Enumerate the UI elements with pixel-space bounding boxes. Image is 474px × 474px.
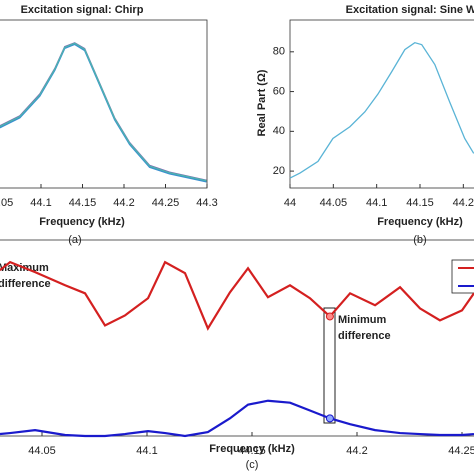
highlight-box	[323, 307, 336, 424]
x-axis-label: Frequency (kHz)	[209, 443, 295, 455]
highlight-marker	[325, 414, 334, 423]
x-tick-label: 44.2	[346, 445, 367, 457]
line	[0, 260, 474, 331]
x-tick-label: 44.25	[152, 197, 180, 209]
x-tick-label: 44.05	[28, 445, 56, 457]
x-tick-label: 44.05	[0, 197, 13, 209]
line	[0, 399, 474, 438]
line	[0, 42, 207, 182]
x-tick-label: 44.15	[69, 197, 97, 209]
title: Excitation signal: Sine Wave	[346, 4, 474, 16]
panel-label: (c)	[246, 459, 259, 471]
y-tick-label: 20	[273, 165, 285, 177]
x-tick-label: 44.1	[366, 197, 387, 209]
x-tick-label: 44.15	[238, 445, 266, 457]
annotation: difference	[338, 330, 391, 342]
x-tick-label: 44.1	[30, 197, 51, 209]
x-tick-label: 44.15	[406, 197, 434, 209]
line	[289, 41, 474, 179]
annotation: difference	[0, 278, 51, 290]
y-tick-label: 80	[273, 46, 285, 58]
x-tick-label: 44.25	[448, 445, 474, 457]
x-tick-label: 44.2	[113, 197, 134, 209]
y-tick-label: 40	[273, 125, 285, 137]
x-tick-label: 44.2	[453, 197, 474, 209]
y-axis-label: Real Part (Ω)	[256, 69, 268, 136]
title: Excitation signal: Chirp	[21, 4, 144, 16]
y-tick-label: 60	[273, 85, 285, 97]
x-tick-label: 44.1	[136, 445, 157, 457]
x-axis-label: Frequency (kHz)	[377, 216, 463, 228]
annotation: Minimum	[338, 314, 386, 326]
highlight-marker	[325, 312, 334, 321]
x-tick-label: 44	[284, 197, 296, 209]
x-tick-label: 44.05	[320, 197, 348, 209]
legend	[451, 259, 474, 294]
x-tick-label: 44.3	[196, 197, 217, 209]
x-axis-label: Frequency (kHz)	[39, 216, 125, 228]
